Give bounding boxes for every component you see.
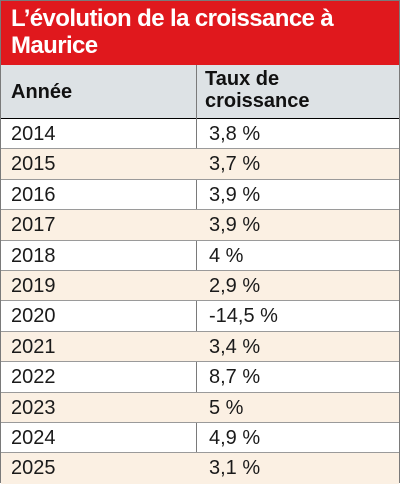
- year-cell: 2014: [11, 123, 56, 145]
- rate-cell: 3,9 %: [209, 214, 261, 237]
- table-row: 2018 4 %: [1, 241, 399, 271]
- column-header-rate: Taux de croissance: [205, 68, 310, 112]
- table-row: 2015 3,7 %: [1, 149, 399, 180]
- table-header: Année Taux de croissance: [1, 65, 399, 119]
- table-row: 2017 3,9 %: [1, 210, 399, 241]
- table-body: 2014 3,8 % 2015 3,7 % 2016 3,9 % 2017 3,9 % 2018…: [1, 119, 399, 484]
- table-row: 2019 2,9 %: [1, 270, 399, 302]
- title-bar: L’évolution de la croissance à Maurice: [1, 1, 399, 65]
- year-cell: 2022: [11, 366, 56, 389]
- rate-cell: 4,9 %: [209, 426, 261, 449]
- table-row: 2023 5 %: [1, 392, 399, 423]
- table-row: 2024 4,9 %: [1, 423, 399, 454]
- year-cell: 2016: [11, 183, 56, 206]
- rate-cell: -14,5 %: [209, 305, 278, 328]
- year-cell: 2025: [11, 457, 56, 480]
- rate-cell: 8,7 %: [209, 366, 261, 389]
- rate-cell: 4 %: [209, 244, 244, 267]
- table-row: 2021 3,4 %: [1, 331, 399, 363]
- rate-cell: 3,9 %: [209, 183, 261, 206]
- table-row: 2016 3,9 %: [1, 180, 399, 211]
- table-title: L’évolution de la croissance à Maurice: [11, 5, 334, 59]
- table-row: 2020 -14,5 %: [1, 301, 399, 332]
- year-cell: 2021: [11, 335, 56, 358]
- rate-cell: 3,8 %: [209, 123, 261, 145]
- year-cell: 2019: [11, 274, 56, 297]
- year-cell: 2024: [11, 426, 56, 449]
- rate-cell: 2,9 %: [209, 274, 261, 297]
- year-cell: 2018: [11, 244, 56, 267]
- rate-cell: 3,4 %: [209, 335, 261, 358]
- rate-cell: 5 %: [209, 396, 244, 419]
- year-cell: 2023: [11, 396, 56, 419]
- table-row: 2022 8,7 %: [1, 362, 399, 393]
- rate-cell: 3,7 %: [209, 153, 261, 176]
- year-cell: 2015: [11, 153, 56, 176]
- year-cell: 2020: [11, 305, 56, 328]
- year-cell: 2017: [11, 214, 56, 237]
- table-row: 2014 3,8 %: [1, 119, 399, 150]
- table-row: 2025 3,1 %: [1, 453, 399, 484]
- rate-cell: 3,1 %: [209, 457, 261, 480]
- column-header-year: Année: [11, 81, 73, 103]
